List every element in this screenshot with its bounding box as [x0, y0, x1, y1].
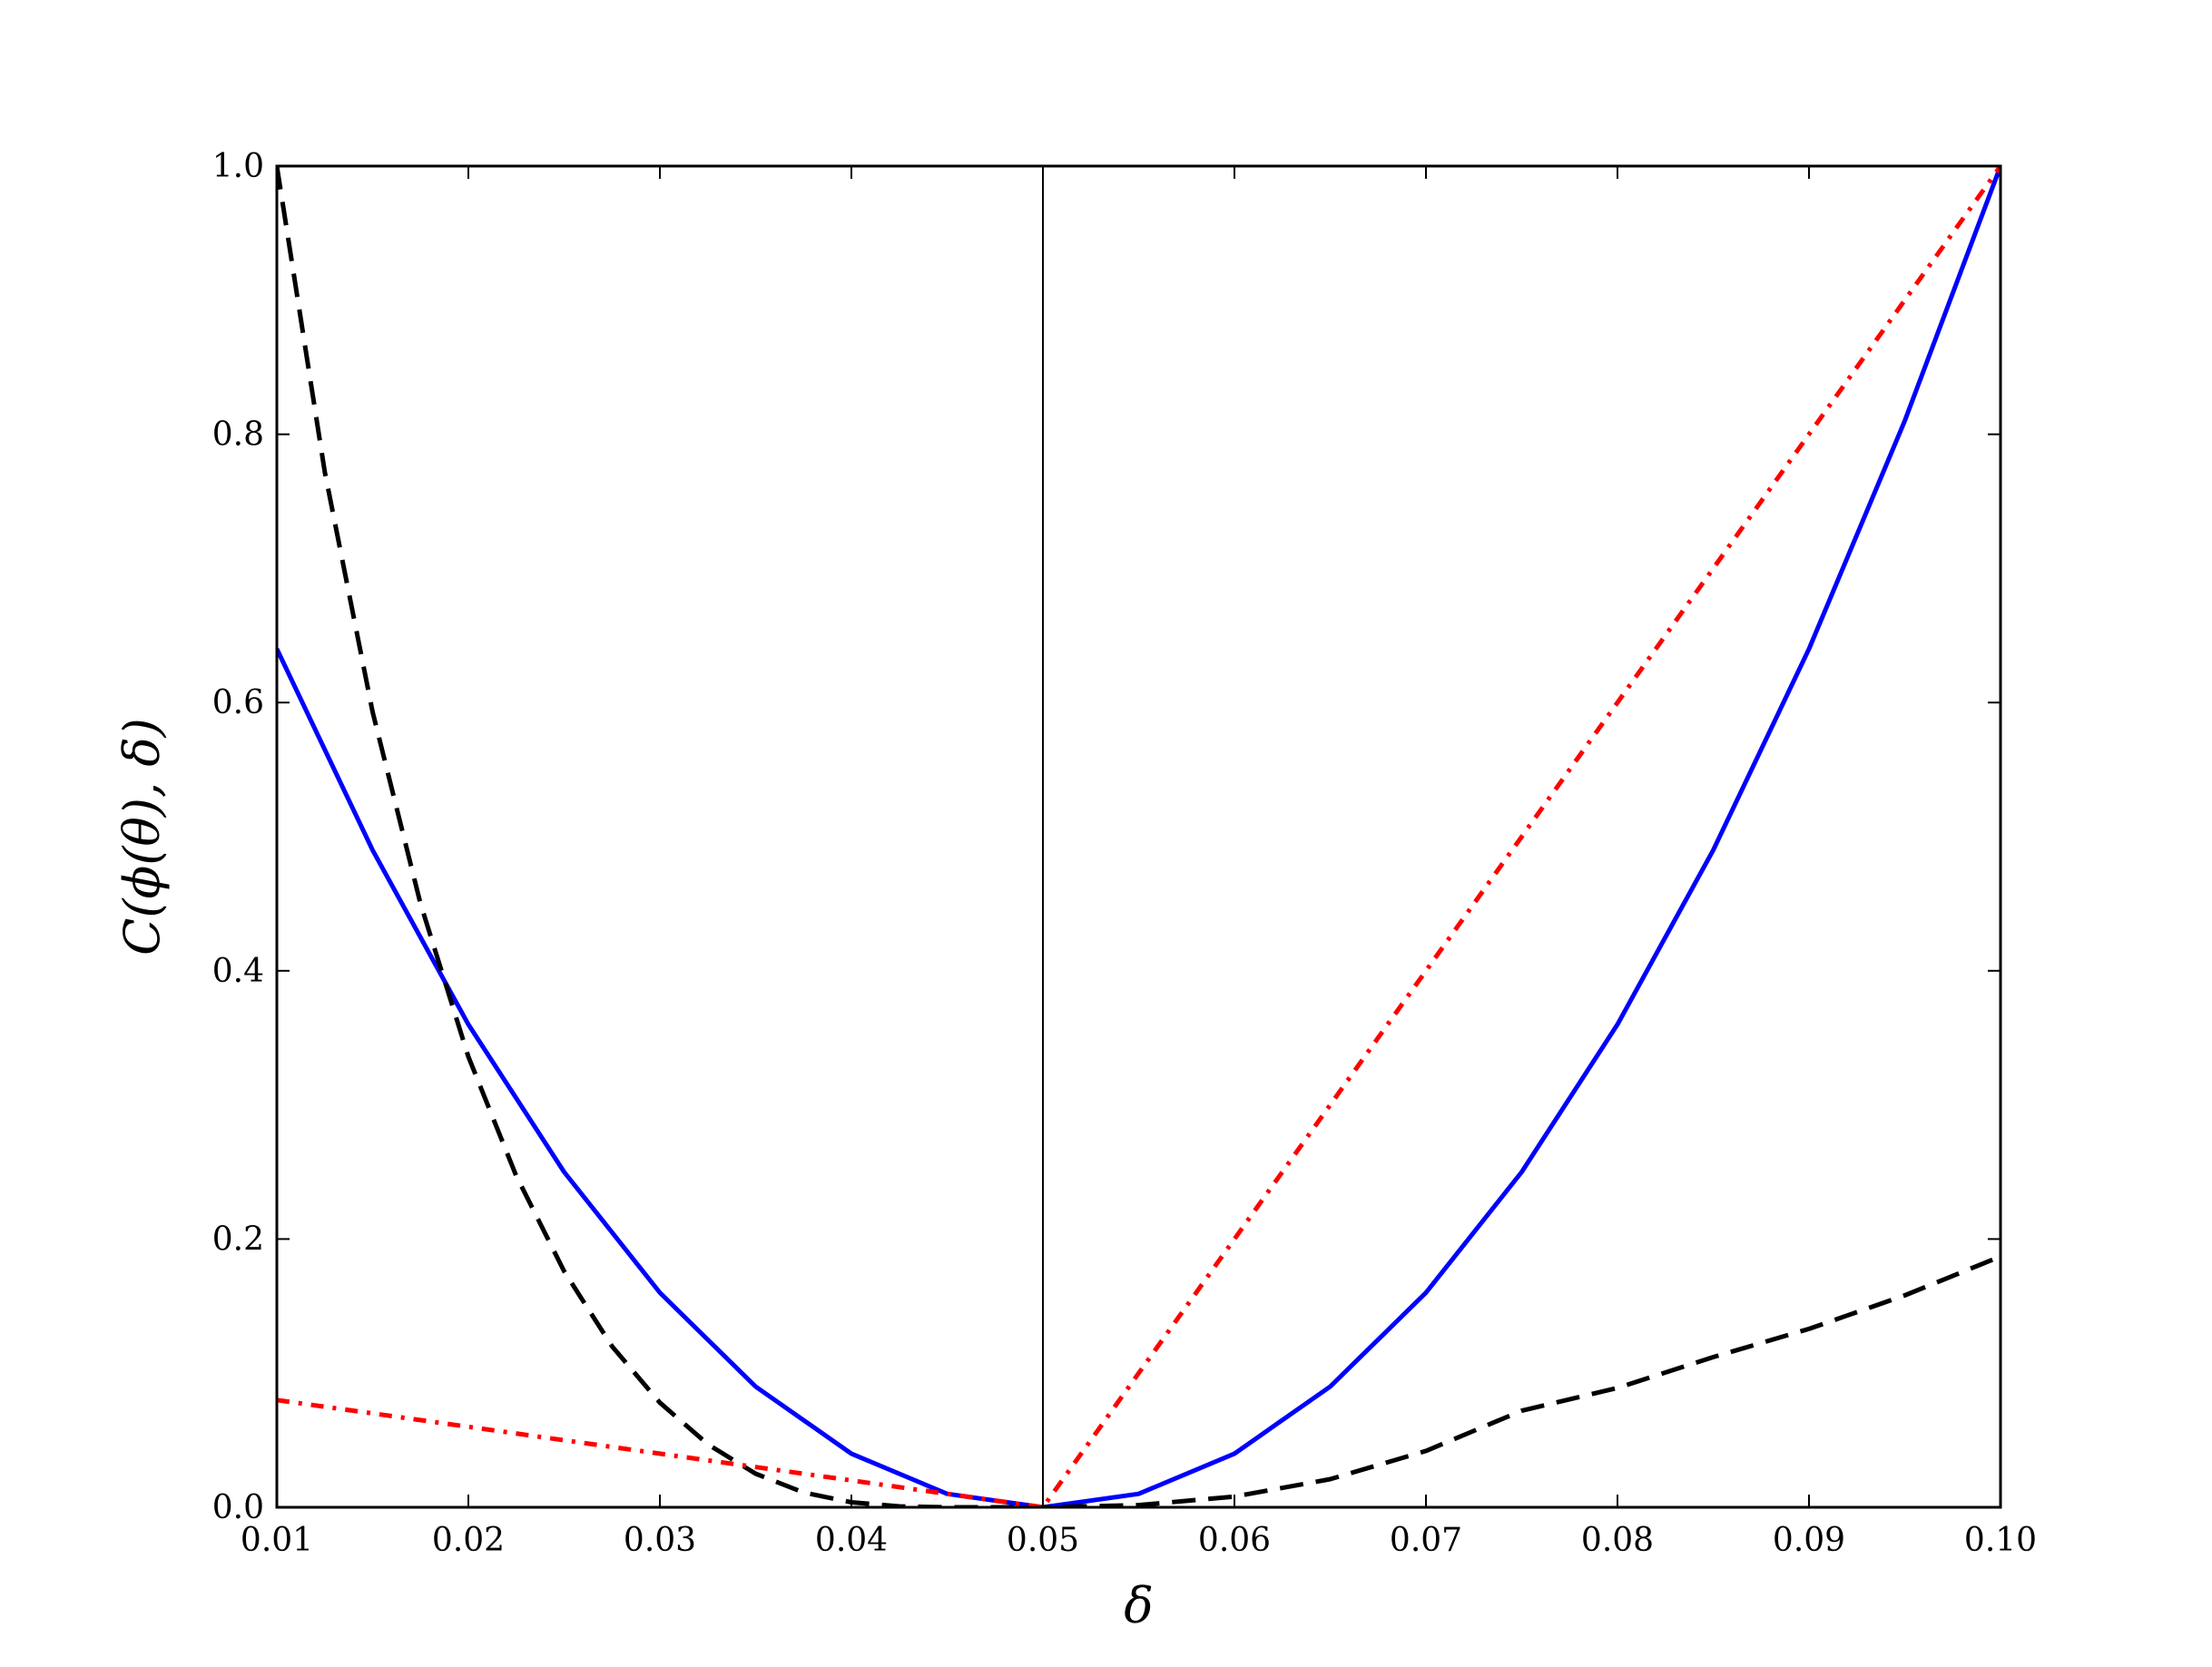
- series-line-dashed: [277, 166, 2001, 1507]
- x-tick-label: 0.02: [432, 1522, 505, 1559]
- x-tick-label: 0.04: [815, 1522, 888, 1559]
- series-line-dashdot: [277, 166, 2001, 1507]
- y-tick-label: 0.8: [212, 417, 264, 454]
- y-axis-label: C(ϕ(θ), δ): [113, 718, 171, 956]
- tick-labels: 0.01 0.02 0.03 0.04 0.05 0.06 0.07 0.08 0.09 0.10…: [212, 148, 2037, 1559]
- x-tick-label: 0.07: [1390, 1522, 1462, 1559]
- series-line-solid: [277, 166, 2001, 1507]
- x-tick-label: 0.03: [624, 1522, 696, 1559]
- y-tick-label: 0.2: [212, 1221, 264, 1258]
- plot-frame: [275, 164, 2002, 1509]
- y-tick-label: 0.6: [212, 684, 264, 721]
- x-tick-label: 0.08: [1581, 1522, 1654, 1559]
- y-tick-label: 1.0: [212, 148, 264, 185]
- x-tick-label: 0.06: [1198, 1522, 1271, 1559]
- plot-series: [277, 166, 2001, 1507]
- axis-ticks: [276, 165, 2001, 1508]
- x-tick-label: 0.09: [1773, 1522, 1845, 1559]
- x-tick-label: 0.10: [1964, 1522, 2037, 1559]
- y-tick-label: 0.4: [212, 953, 264, 990]
- y-tick-label: 0.0: [212, 1489, 264, 1526]
- x-axis-label: δ: [1124, 1577, 1154, 1634]
- x-tick-label: 0.05: [1007, 1522, 1079, 1559]
- x-tick-label: 0.01: [241, 1522, 313, 1559]
